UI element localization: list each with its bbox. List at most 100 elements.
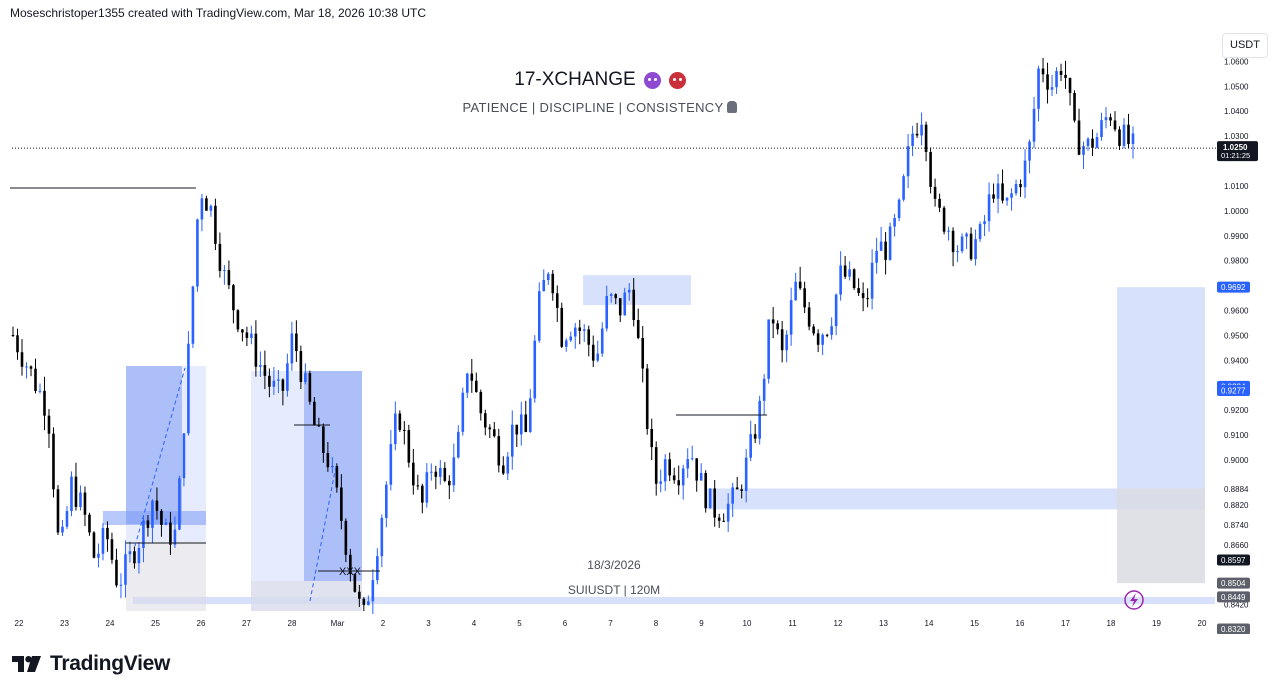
trade-box [304,371,362,581]
candle-body [956,251,959,253]
candle-body [1109,117,1112,121]
candle-body [421,485,424,503]
candle-body [866,298,869,300]
time-tick-label: 19 [1152,619,1161,628]
candle-body [218,243,222,271]
candle-body [717,517,721,521]
candle-body [358,591,361,599]
footer: TradingView [12,652,170,676]
candle-body [807,307,811,327]
time-tick-label: 17 [1061,619,1070,628]
candle-body [686,459,689,469]
chart-frame[interactable]: 1.0600 1.0500 1.0400 1.0300 1.0100 1.0000 0.99… [10,26,1272,634]
ninja-icon [727,101,738,113]
candle-body [1086,138,1090,146]
candle-body [106,527,109,540]
candle-body [749,434,752,458]
candle-body [861,293,865,299]
last-price-badge [1217,141,1258,162]
candle-body [79,492,82,507]
candle-body [11,334,15,336]
candle-body [155,500,159,511]
candle-body [1037,68,1040,109]
candle-body [209,205,213,211]
candle-body [182,433,186,479]
candle-body [389,444,393,485]
candle-body [758,400,761,439]
time-tick-label: 13 [879,619,888,628]
candle-body [128,551,132,555]
candle-body [236,310,240,330]
candle-body [1118,129,1121,146]
projection-line [134,367,186,547]
candle-body [313,401,316,426]
candle-body [753,434,757,439]
time-tick-label: 2 [381,619,386,628]
price-badge [1217,385,1250,397]
candle-body [430,471,433,473]
candle-body [672,475,676,481]
candle-body [780,329,784,351]
lightning-icon[interactable] [1124,590,1144,610]
candle-body [1028,141,1031,161]
candle-body [821,334,824,345]
candle-body [101,527,105,554]
candle-body [537,291,541,341]
candle-body [146,520,150,528]
candle-body [227,270,231,286]
target-zone [1117,287,1205,489]
candle-body [349,554,352,574]
candle-body [488,427,492,430]
price-chart[interactable]: 1.0600 1.0500 1.0400 1.0300 1.0100 1.0000 0.99… [10,26,1272,634]
candle-body [587,329,591,345]
candle-body [497,436,501,466]
candle-body [317,425,321,427]
price-tick-label: 0.9800 [1224,257,1249,266]
candle-body [1073,93,1076,121]
price-axis: 1.0600 1.0500 1.0400 1.0300 1.0100 1.0000 0.99… [1217,57,1258,634]
last-price-label: 1.0250 [1223,143,1248,152]
price-tick-label: 0.9500 [1224,331,1249,340]
candle-body [578,327,582,331]
candle-body [371,580,375,602]
candle-body [879,241,883,251]
candle-body [173,529,177,545]
price-tick-label: 0.9400 [1224,356,1249,365]
candle-body [573,327,577,337]
price-badge [1217,591,1250,603]
candle-body [978,224,982,240]
price-tick-label: 0.8660 [1224,541,1249,550]
candle-body [340,487,343,521]
candle-body [695,458,698,481]
time-tick-label: 18 [1107,619,1116,628]
candle-body [591,344,595,361]
candle-body [344,520,348,555]
candle-body [933,186,937,199]
symbol-annotation: SUIUSDT | 120M [568,583,660,597]
candle-body [609,294,613,296]
candle-body [1100,120,1103,138]
candle-body [250,333,253,338]
price-tick-label: 0.9100 [1224,431,1249,440]
candle-body [1001,183,1004,201]
stop-zone [1117,488,1205,584]
candle-body [164,522,168,525]
candle-body [582,329,586,331]
candle-body [614,294,618,299]
candle-body [1041,68,1045,75]
candle-body [479,391,483,414]
candle-body [65,511,69,527]
candle-body [232,285,235,311]
candle-body [259,365,262,367]
resistance-zone [583,275,691,306]
chart-subtitle: PATIENCE | DISCIPLINE | CONSISTENCY [390,100,810,115]
candle-body [515,424,519,435]
time-tick-label: 16 [1016,619,1025,628]
candle-body [16,335,19,353]
candle-body [960,236,964,252]
time-axis: 22 23 24 25 26 27 28 Mar 2 3 4 5 6 7 8 9 10 11 12 13 14 15 16 1… [15,619,1207,628]
price-badge-label: 0.8320 [1221,625,1246,634]
currency-badge[interactable]: USDT [1222,33,1268,58]
price-badge-label: 0.9692 [1221,283,1246,292]
candle-body [151,500,154,528]
